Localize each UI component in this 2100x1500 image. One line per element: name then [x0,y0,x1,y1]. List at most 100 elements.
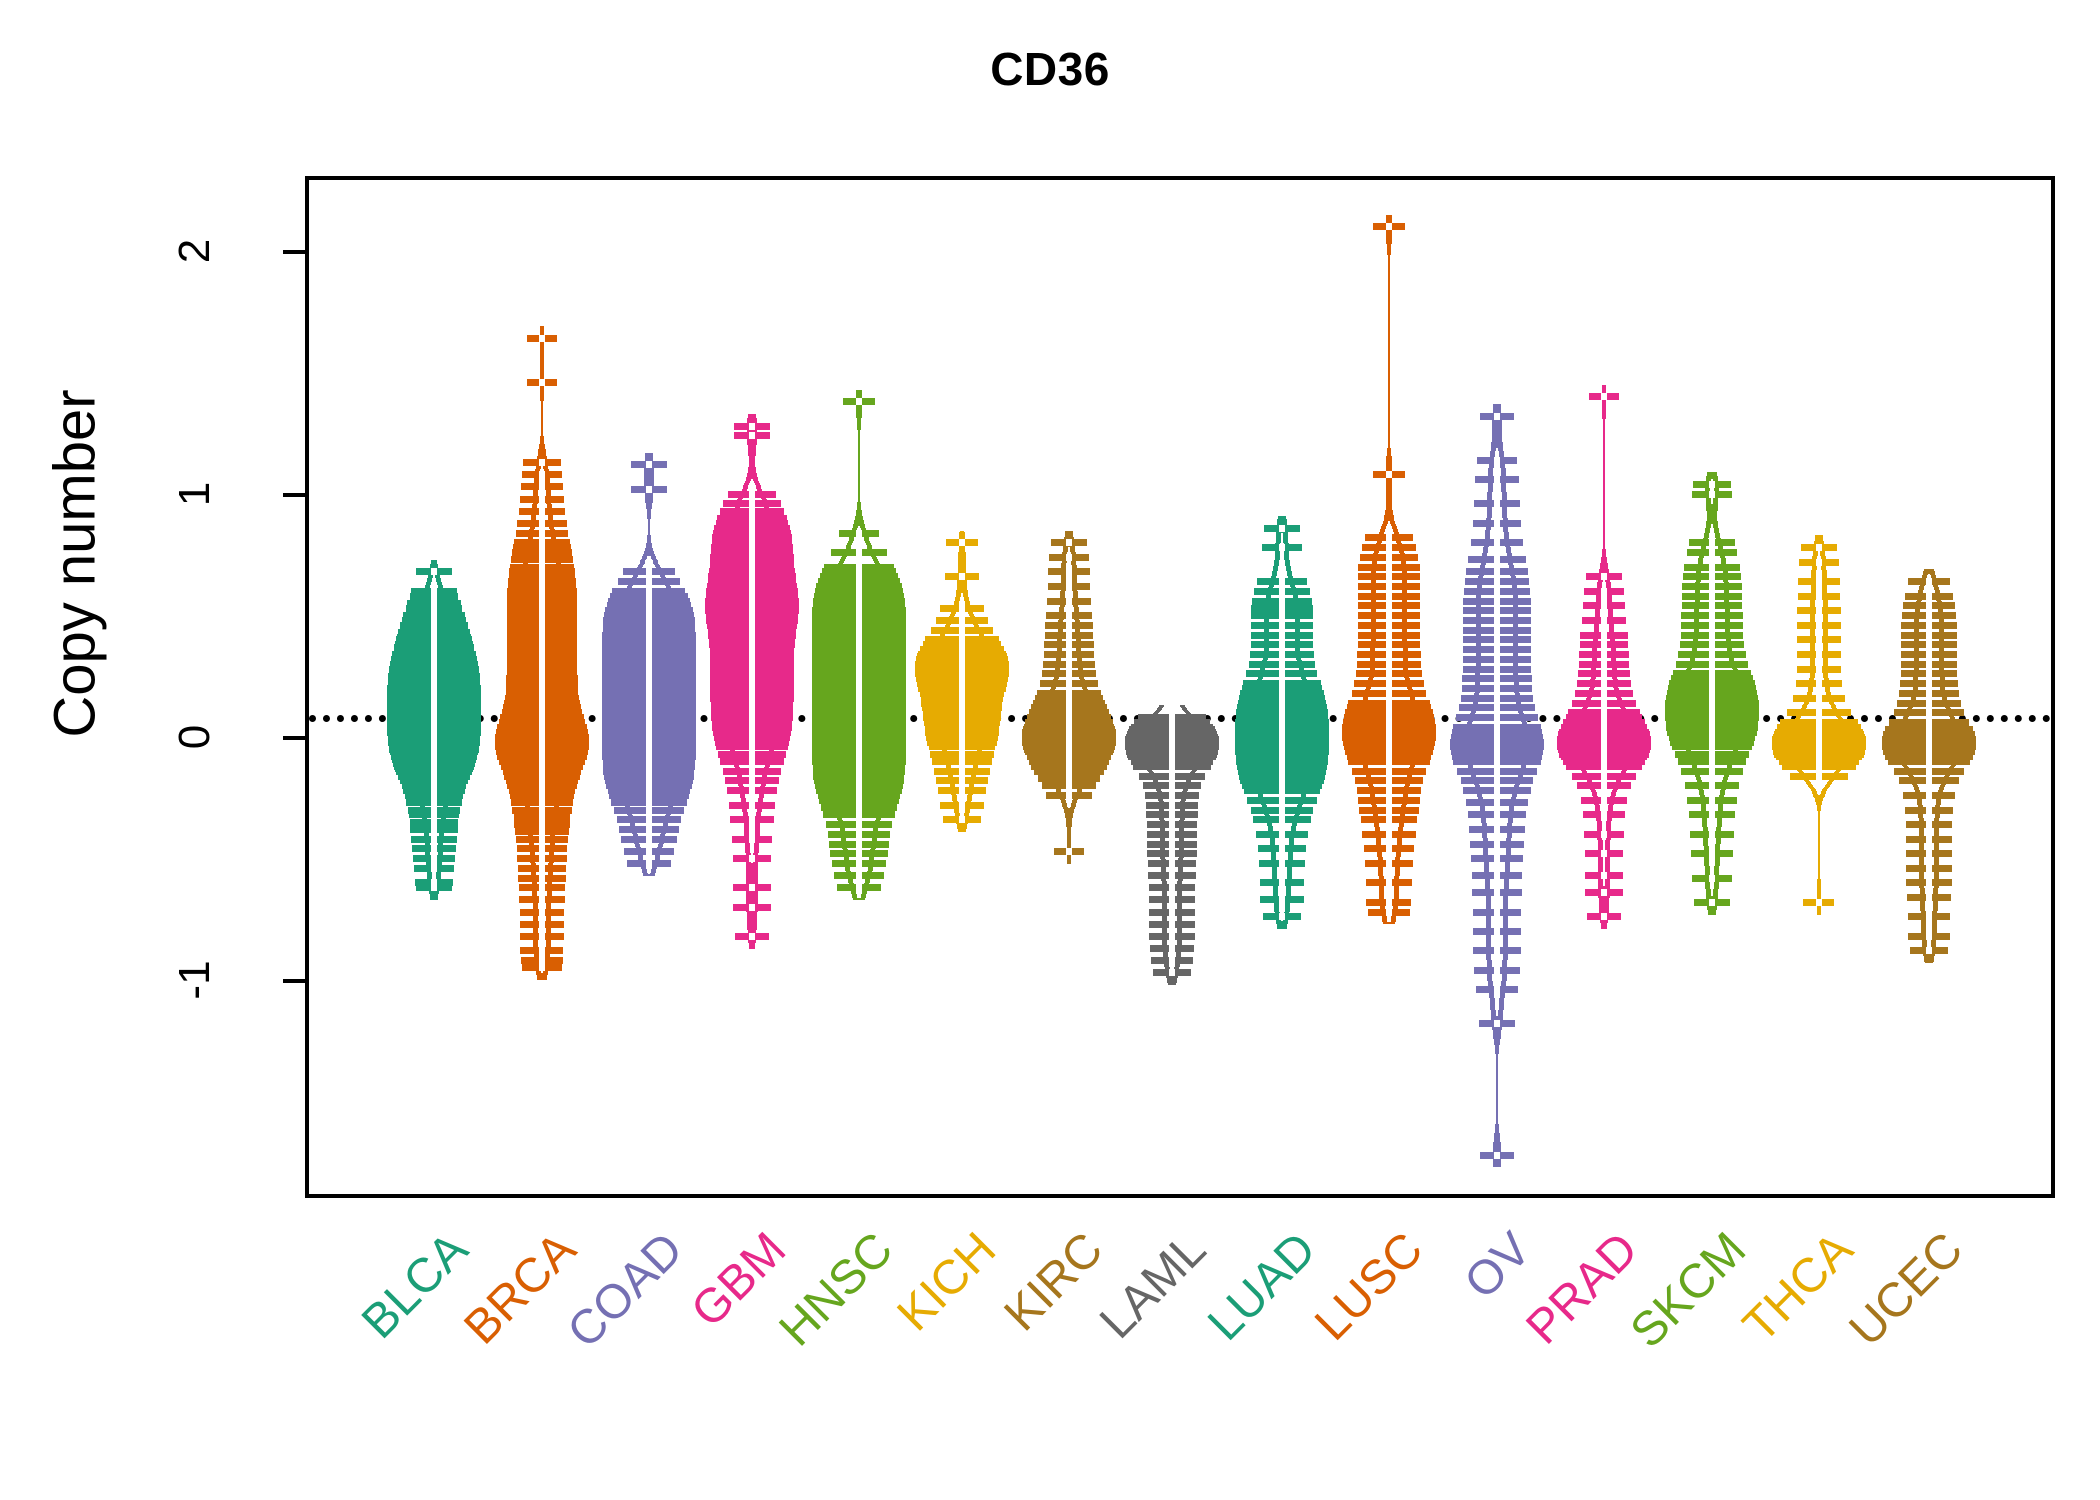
data-point-gap [539,651,545,659]
data-point-gap [539,636,545,644]
data-point-gap [539,670,545,678]
data-point-gap [431,864,437,872]
data-point-gap [539,548,545,556]
data-point-gap [431,621,437,629]
density-interior [538,942,546,948]
data-point-gap [431,884,437,892]
density-outline-segment [537,456,547,462]
data-point-gap [539,641,545,649]
density-interior [534,850,550,856]
density-interior [538,488,546,494]
data-point-gap [431,791,437,799]
data-point-gap [539,573,545,581]
data-point-gap [539,621,545,629]
data-point-gap [539,791,545,799]
data-point-gap [431,568,437,576]
density-outline-segment [540,396,544,402]
density-interior [536,513,548,519]
data-point-gap [431,772,437,780]
data-point-gap [431,818,437,826]
density-outline-segment [539,386,545,392]
data-point-gap [431,787,437,795]
density-interior [534,840,550,846]
density-interior [537,905,547,911]
density-outline-segment [539,438,545,444]
data-point-gap [431,767,437,775]
density-outline-segment [540,431,544,437]
density-interior [528,560,556,566]
density-outline-segment [540,411,544,417]
data-point-gap [539,582,545,590]
density-interior [537,915,547,921]
data-point-gap [539,799,545,807]
density-interior [536,880,548,886]
density-interior [538,952,546,958]
data-point-gap [539,483,545,491]
density-outline-segment [540,421,544,427]
y-tick-mark [283,250,305,254]
density-interior [534,526,550,532]
data-point-gap [431,811,437,819]
violin-blca [309,180,2051,1194]
density-outline-segment [539,331,545,337]
density-outline-segment [539,373,545,379]
data-point-gap [539,753,545,761]
density-outline-segment [539,356,545,362]
density-outline-segment [540,326,544,332]
density-outline-segment [540,428,544,434]
data-point-gap [539,660,545,668]
data-point-gap [431,777,437,785]
density-outline-segment [537,975,547,981]
density-outline-segment [540,393,544,399]
density-outline-segment [540,433,544,439]
data-point-gap [539,646,545,654]
data-point-gap [539,704,545,712]
data-point-gap [539,587,545,595]
density-outline-segment [539,361,545,367]
density-outline-segment [431,559,437,565]
data-point-gap [431,825,437,833]
density-outline-segment [538,448,546,454]
data-point-gap [431,806,437,814]
density-outline-segment [540,406,544,412]
y-axis-title: Copy number [42,389,108,738]
data-point-gap [539,685,545,693]
y-tick-mark [283,736,305,740]
density-outline-segment [539,328,545,334]
data-point-gap [539,689,545,697]
data-point-gap [431,782,437,790]
data-point-gap [539,529,545,537]
y-tick-mark [283,979,305,983]
density-outline-segment [540,423,544,429]
data-point-gap [431,636,437,644]
data-point-gap [539,782,545,790]
data-point-gap [539,597,545,605]
data-point-gap [539,539,545,547]
density-interior [538,491,546,497]
data-point-gap [539,680,545,688]
violin-brca [309,180,2051,1194]
data-point-gap [539,709,545,717]
data-point-gap [431,879,437,887]
density-outline-segment [537,453,547,459]
data-point-gap [431,617,437,624]
y-tick-label: 2 [170,238,219,264]
data-point-gap [539,665,545,673]
data-point-gap [431,587,437,595]
data-point-gap [431,799,437,807]
data-point-gap [539,777,545,785]
data-point-gap [539,626,545,634]
density-interior [538,925,546,931]
data-point-gap [539,617,545,624]
data-point-gap [539,757,545,765]
data-point-gap [431,592,437,600]
density-interior [538,940,546,946]
data-point-gap [539,694,545,702]
plot-area [305,176,2055,1198]
density-outline-segment [539,351,545,357]
density-outline-segment [540,398,544,404]
data-point-gap [539,675,545,683]
y-tick-label: 0 [170,724,219,750]
data-point-gap [539,806,545,814]
density-interior [538,917,546,923]
